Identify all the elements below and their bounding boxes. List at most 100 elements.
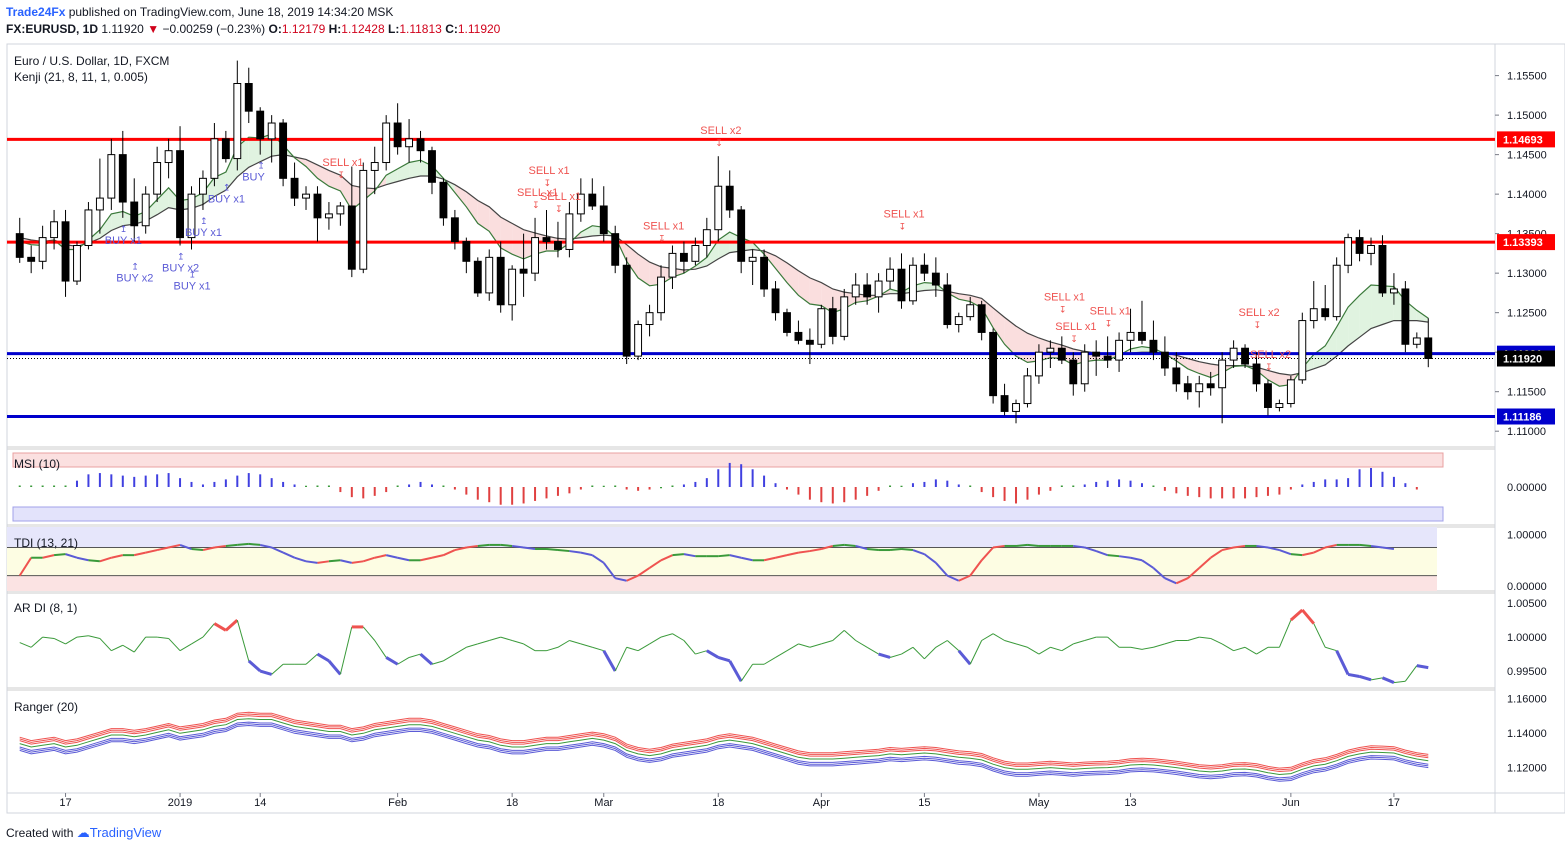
ardi-line-segment bbox=[1164, 640, 1177, 645]
signal-label: SELL x2 bbox=[1250, 349, 1291, 361]
ardi-line-segment bbox=[431, 660, 444, 665]
candle-body bbox=[221, 138, 230, 160]
tdi-line-segment bbox=[1256, 544, 1269, 549]
ardi-line-segment bbox=[1153, 643, 1166, 648]
tdi-line-segment bbox=[786, 551, 799, 557]
tdi-line-segment bbox=[42, 554, 55, 559]
candle-body bbox=[347, 205, 356, 270]
tdi-line-segment bbox=[1198, 556, 1212, 569]
ardi-line-segment bbox=[168, 638, 181, 652]
candle-body bbox=[1103, 355, 1112, 361]
ranger-band-line-1 bbox=[19, 713, 1429, 771]
kenji-cloud-segment bbox=[111, 211, 123, 231]
kenji-cloud-segment bbox=[638, 254, 650, 286]
tdi-line-segment bbox=[282, 551, 295, 559]
ardi-line-segment bbox=[957, 649, 972, 666]
tdi-line-segment bbox=[591, 554, 605, 564]
ardi-line-segment bbox=[213, 622, 227, 632]
price-tick-label: 1.11500 bbox=[1507, 387, 1546, 399]
signal-label: BUY x1 bbox=[208, 194, 245, 206]
tdi-line-segment bbox=[271, 546, 284, 554]
ranger-tick-label: 1.14000 bbox=[1507, 728, 1547, 740]
signal-label: SELL x2 bbox=[1239, 307, 1280, 319]
signal-label: SELL x1 bbox=[884, 208, 925, 220]
candle-body bbox=[15, 233, 24, 258]
tdi-line-segment bbox=[1267, 546, 1280, 552]
signal-label: BUY x1 bbox=[185, 227, 222, 239]
tdi-line-segment bbox=[1382, 546, 1395, 551]
kenji-cloud-segment bbox=[260, 134, 272, 162]
author-name[interactable]: Trade24Fx bbox=[6, 5, 66, 19]
candle-body bbox=[95, 197, 104, 211]
candle-body bbox=[130, 201, 139, 227]
tdi-line-segment bbox=[76, 556, 89, 562]
candle-body bbox=[783, 312, 791, 333]
ardi-line-segment bbox=[775, 650, 788, 658]
price-tick-label: 1.14000 bbox=[1507, 189, 1547, 201]
candle-body bbox=[989, 331, 998, 397]
candle-body bbox=[382, 122, 391, 164]
sell-arrow-icon: ↧ bbox=[658, 233, 666, 243]
tdi-upper-zone bbox=[7, 527, 1437, 548]
ardi-line-segment bbox=[672, 633, 685, 641]
candle-body bbox=[1378, 245, 1387, 294]
buy-arrow-icon: ↥ bbox=[120, 224, 128, 234]
tdi-line-segment bbox=[980, 546, 994, 561]
candle-body bbox=[840, 296, 849, 337]
ranger-band-line-5 bbox=[19, 723, 1429, 781]
tdi-line-segment bbox=[1313, 546, 1326, 554]
tdi-line-segment bbox=[53, 553, 66, 557]
time-tick-label: 15 bbox=[918, 797, 930, 809]
candle-body bbox=[1264, 383, 1272, 408]
tdi-line-segment bbox=[99, 556, 112, 563]
tradingview-logo-icon[interactable]: ☁ bbox=[76, 825, 90, 840]
ardi-line-segment bbox=[1199, 636, 1211, 639]
kenji-cloud-segment bbox=[1348, 295, 1360, 346]
candle-body bbox=[1275, 403, 1284, 408]
tdi-line-segment bbox=[237, 542, 249, 546]
tdi-line-segment bbox=[557, 549, 570, 553]
kenji-cloud-segment bbox=[1267, 370, 1280, 387]
high-label: H: bbox=[328, 22, 342, 36]
time-tick-label: 14 bbox=[254, 797, 266, 809]
ardi-line-segment bbox=[374, 640, 387, 658]
ardi-line-segment bbox=[614, 647, 628, 672]
last-price: 1.11920 bbox=[101, 22, 144, 36]
sell-arrow-icon: ↧ bbox=[1265, 362, 1273, 372]
kenji-fast-line bbox=[19, 133, 1429, 387]
ardi-line-segment bbox=[1370, 677, 1383, 681]
ardi-line-segment bbox=[523, 643, 536, 652]
tdi-line-segment bbox=[1233, 544, 1246, 549]
level-tag-bg bbox=[1497, 234, 1555, 251]
kenji-cloud-segment bbox=[386, 168, 398, 185]
ardi-line-segment bbox=[1027, 646, 1040, 655]
candle-body bbox=[714, 185, 723, 231]
ardi-line-segment bbox=[1015, 643, 1028, 648]
candle-body bbox=[1057, 347, 1066, 361]
ardi-line-segment bbox=[65, 636, 78, 645]
level-tag-label: 1.11186 bbox=[1503, 411, 1542, 423]
candle-body bbox=[1344, 237, 1353, 266]
price-tick-label: 1.12500 bbox=[1507, 308, 1547, 320]
ardi-line-segment bbox=[717, 656, 731, 663]
msi-title: MSI (10) bbox=[14, 457, 60, 471]
candle-body bbox=[702, 229, 711, 246]
ranger-band-line-3 bbox=[19, 718, 1429, 776]
ardi-line-segment bbox=[1004, 640, 1017, 645]
candle-body bbox=[519, 268, 528, 274]
tdi-line-segment bbox=[969, 559, 983, 577]
ardi-line-segment bbox=[477, 640, 490, 645]
tdi-line-segment bbox=[431, 554, 444, 559]
ardi-tick-label: 1.00000 bbox=[1507, 632, 1547, 644]
ardi-line-segment bbox=[202, 623, 215, 638]
close-value: 1.11920 bbox=[457, 22, 501, 36]
ardi-line-segment bbox=[1289, 608, 1304, 622]
candle-body bbox=[886, 268, 894, 282]
ardi-line-segment bbox=[1256, 646, 1269, 655]
chart-outer-frame bbox=[6, 43, 1565, 814]
candle-body bbox=[244, 83, 253, 112]
tradingview-brand[interactable]: TradingView bbox=[89, 825, 162, 840]
ardi-line-segment bbox=[889, 653, 902, 658]
low-label: L: bbox=[388, 22, 400, 36]
